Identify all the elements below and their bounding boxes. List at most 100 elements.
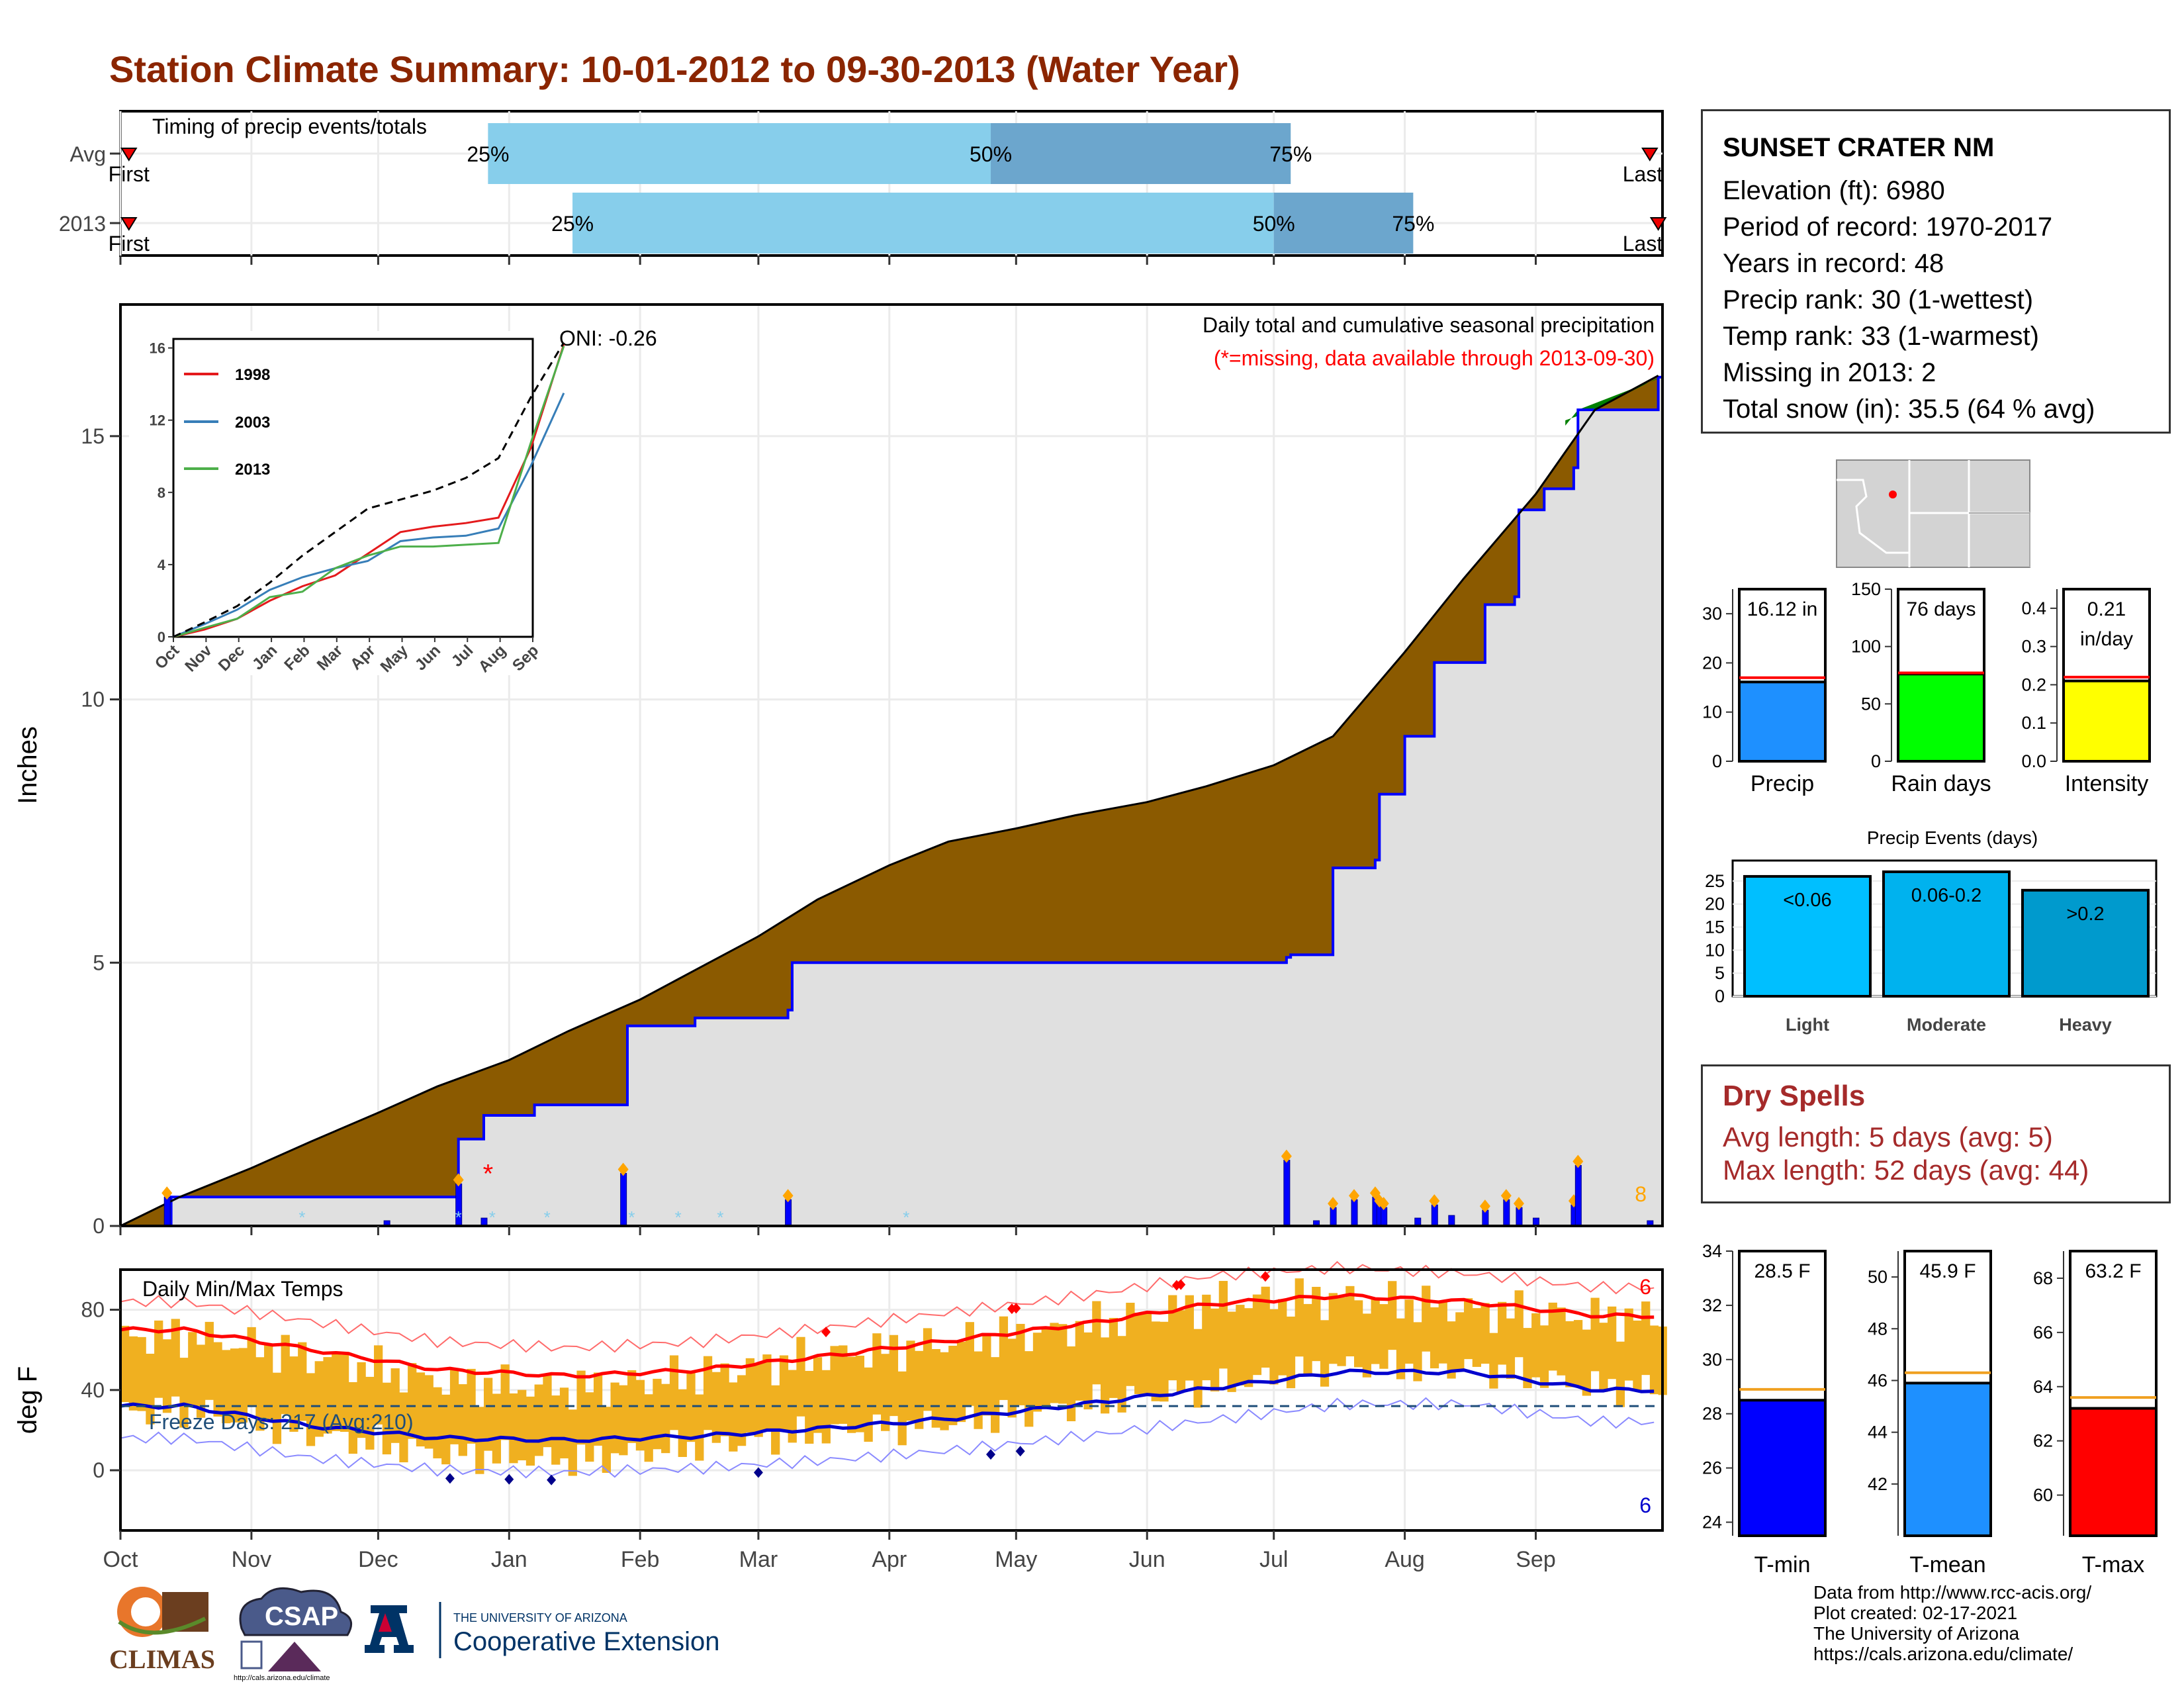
temp-daily-bar [669, 1355, 679, 1430]
summary-y-tick-label: 150 [1851, 579, 1881, 599]
precip-average-line [120, 375, 1659, 1227]
temp-daily-bar [1455, 1312, 1465, 1371]
events-bar-label: >0.2 [2066, 904, 2104, 925]
precip-y-tick-label: 0 [93, 1214, 105, 1238]
temp-daily-bar [1176, 1310, 1186, 1393]
temp-daily-bar [1252, 1294, 1262, 1376]
precip-chart: * * * * * * * * * 0 5 10 15 Inches Daily total and cum… [13, 303, 1664, 1238]
summary-bar [2062, 679, 2151, 763]
temp-daily-bar [568, 1409, 577, 1476]
precip-observed-area [120, 377, 1662, 1226]
temp-daily-bar [1480, 1303, 1490, 1364]
temp-daily-bar [703, 1356, 713, 1430]
precip-snow-marker: * [489, 1207, 496, 1227]
temp-daily-bar [948, 1345, 958, 1425]
temp-daily-bar [720, 1363, 729, 1436]
temp-daily-bar [906, 1340, 915, 1421]
temp-daily-bar [1548, 1302, 1557, 1371]
summary-y-tick-label: 0 [1871, 751, 1881, 771]
temp-daily-bar [839, 1345, 848, 1424]
temp-daily-bar [889, 1335, 899, 1417]
precip-daily-bar [1482, 1209, 1489, 1227]
temp-daily-bar [1244, 1308, 1253, 1387]
inset-series-line [173, 346, 565, 638]
temp-daily-bar [745, 1358, 755, 1432]
tsum-title: T-mean [1909, 1552, 1985, 1577]
temp-daily-bar [281, 1335, 290, 1415]
locator-map [1836, 459, 2030, 568]
dry-spells-box: Dry Spells Avg length: 5 days (avg: 5) M… [1701, 1064, 2171, 1203]
temp-freeze-label: Freeze Days: 217 (Avg:210) [149, 1410, 414, 1434]
temp-record-low-marker [753, 1467, 763, 1478]
temp-daily-bar [382, 1382, 392, 1455]
temp-x-tick-label: Jan [491, 1547, 527, 1572]
temp-daily-bar [1236, 1305, 1245, 1385]
temp-x-tick-label: May [995, 1547, 1037, 1572]
timing-first-marker [120, 148, 138, 162]
timing-bar-50-75 [1273, 193, 1414, 254]
temp-x-tick-label: Apr [872, 1547, 907, 1572]
footer-line: Data from http://www.rcc-acis.org/ [1813, 1582, 2092, 1603]
events-bar-label: <0.06 [1783, 890, 1831, 911]
temp-daily-bar [1261, 1286, 1270, 1368]
precip-event-marker [1572, 1154, 1584, 1168]
precip-events-chart: Precip Events (days) 0 5 10 15 20 25 <0.06 Light… [1705, 827, 2158, 1035]
timing-chart: Timing of precip events/totals Avg 25% 50% 7… [59, 110, 1667, 265]
temp-daily-bar [1160, 1321, 1169, 1402]
temp-x-tick-label: Jun [1129, 1547, 1165, 1572]
summary-y-tick-label: 44 [1868, 1423, 1888, 1442]
summary-y-tick-label: 64 [2033, 1377, 2053, 1397]
temp-daily-bar [1531, 1313, 1541, 1378]
precip-daily-bar [1431, 1204, 1438, 1227]
events-y-tick-label: 10 [1705, 940, 1725, 960]
temp-daily-bar [196, 1344, 206, 1418]
inset-y-tick-label: 12 [150, 412, 165, 429]
temp-daily-bar [1539, 1325, 1549, 1388]
temp-daily-bar [509, 1393, 518, 1464]
temp-daily-bar [543, 1373, 552, 1448]
precip-daily-bar [1351, 1199, 1358, 1227]
temp-daily-bar [1430, 1307, 1439, 1369]
temp-daily-bar [956, 1341, 966, 1423]
timing-first-label: First [109, 232, 150, 256]
timing-pct-label: 25% [551, 212, 594, 236]
temp-daily-bar [128, 1336, 138, 1411]
temp-daily-bar [213, 1342, 222, 1417]
temp-daily-bar [314, 1361, 324, 1437]
timing-last-marker [1649, 217, 1667, 231]
precip-event-marker [161, 1186, 173, 1200]
summary-y-tick-label: 34 [1702, 1241, 1722, 1261]
station-missing: Missing in 2013: 2 [1723, 358, 1936, 387]
timing-pct-label: 50% [1253, 212, 1295, 236]
summary-value-label: 16.12 in [1747, 598, 1818, 620]
temp-daily-bar [1185, 1295, 1194, 1381]
timing-pct-label: 75% [1269, 142, 1312, 166]
temp-daily-bar [1565, 1321, 1574, 1387]
timing-pct-label: 25% [467, 142, 509, 166]
temp-record-high-marker [1007, 1303, 1017, 1315]
temp-daily-bar [1134, 1313, 1144, 1394]
footer-line: Plot created: 02-17-2021 [1813, 1603, 2018, 1623]
temp-daily-bar [686, 1370, 696, 1442]
temp-daily-bar [340, 1354, 349, 1432]
temp-daily-bar [458, 1384, 467, 1456]
climas-logo: CLIMAS [109, 1587, 215, 1674]
summary-y-tick-label: 0.0 [2021, 751, 2046, 771]
summary-value-label: 28.5 F [1754, 1260, 1810, 1282]
temp-daily-bar [1041, 1326, 1050, 1407]
precip-event-marker [1328, 1197, 1339, 1211]
summary-bar [1897, 673, 1985, 763]
summary-y-tick-label: 10 [1702, 702, 1722, 722]
temp-daily-bar [357, 1362, 366, 1438]
timing-pct-label: 50% [970, 142, 1012, 166]
temp-y-axis-label: deg F [13, 1366, 42, 1434]
temp-daily-bar [230, 1348, 240, 1423]
events-bar [2021, 888, 2150, 998]
precip-event-marker [453, 1173, 464, 1187]
temp-daily-bar [711, 1372, 721, 1443]
temp-daily-bar [1151, 1321, 1160, 1401]
temp-record-high-line [120, 1260, 1655, 1353]
temp-daily-bar [1286, 1316, 1296, 1389]
temp-daily-bar [483, 1378, 493, 1451]
inset-y-tick-label: 4 [158, 557, 166, 573]
